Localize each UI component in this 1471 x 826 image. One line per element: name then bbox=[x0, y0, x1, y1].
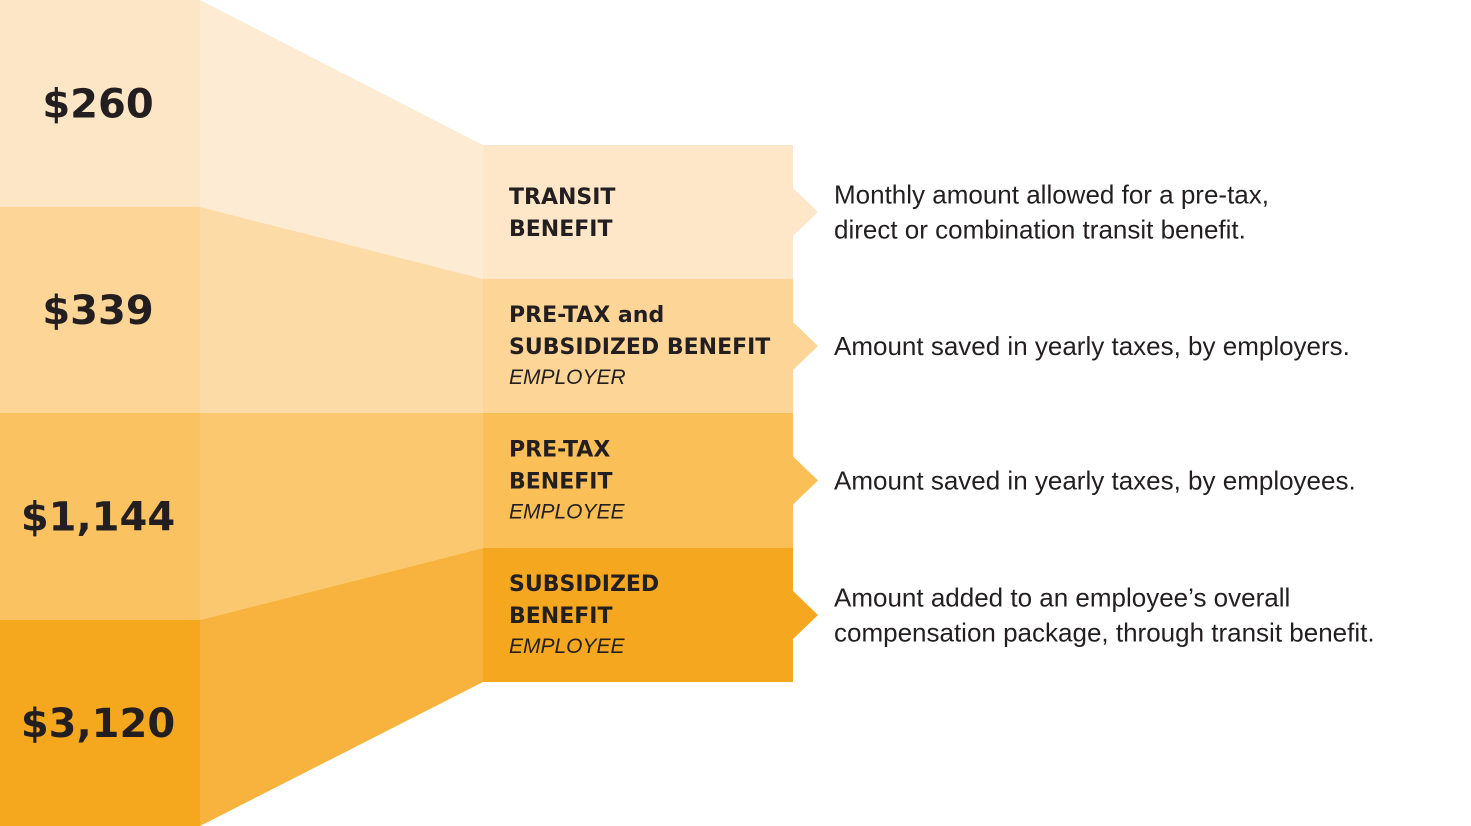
connector bbox=[200, 207, 483, 413]
description: Amount added to an employee’s overall bbox=[834, 583, 1290, 613]
description: compensation package, through transit be… bbox=[834, 618, 1375, 648]
amount: $260 bbox=[42, 82, 153, 128]
label-box bbox=[483, 279, 793, 413]
amount: $1,144 bbox=[21, 495, 175, 541]
box-title: PRE-TAX and bbox=[509, 303, 664, 328]
description: Amount saved in yearly taxes, by employe… bbox=[834, 466, 1356, 496]
description: Amount saved in yearly taxes, by employe… bbox=[834, 331, 1350, 361]
connector bbox=[200, 413, 483, 620]
pointer bbox=[792, 590, 818, 640]
amount-band bbox=[0, 0, 200, 207]
box-subtitle: EMPLOYEE bbox=[509, 501, 626, 524]
box-title: BENEFIT bbox=[509, 470, 612, 495]
amount-band bbox=[0, 620, 200, 826]
pointer bbox=[792, 455, 818, 506]
box-title: BENEFIT bbox=[509, 604, 612, 629]
connector bbox=[200, 0, 483, 279]
description: Monthly amount allowed for a pre-tax, bbox=[834, 180, 1269, 210]
label-box bbox=[483, 548, 793, 682]
connector bbox=[200, 548, 483, 826]
description: direct or combination transit benefit. bbox=[834, 215, 1246, 245]
box-title: SUBSIDIZED bbox=[509, 572, 659, 597]
box-title: TRANSIT bbox=[509, 185, 615, 210]
pointer bbox=[792, 321, 818, 371]
box-subtitle: EMPLOYEE bbox=[509, 635, 626, 658]
label-box bbox=[483, 413, 793, 548]
amount-band bbox=[0, 413, 200, 620]
amount-band bbox=[0, 207, 200, 413]
amount: $339 bbox=[42, 288, 153, 334]
label-box bbox=[483, 145, 793, 279]
pointer bbox=[792, 187, 818, 237]
box-title: SUBSIDIZED BENEFIT bbox=[509, 335, 770, 360]
amount: $3,120 bbox=[21, 701, 175, 747]
box-title: BENEFIT bbox=[509, 217, 612, 242]
box-title: PRE-TAX bbox=[509, 438, 610, 463]
box-subtitle: EMPLOYER bbox=[509, 366, 626, 389]
